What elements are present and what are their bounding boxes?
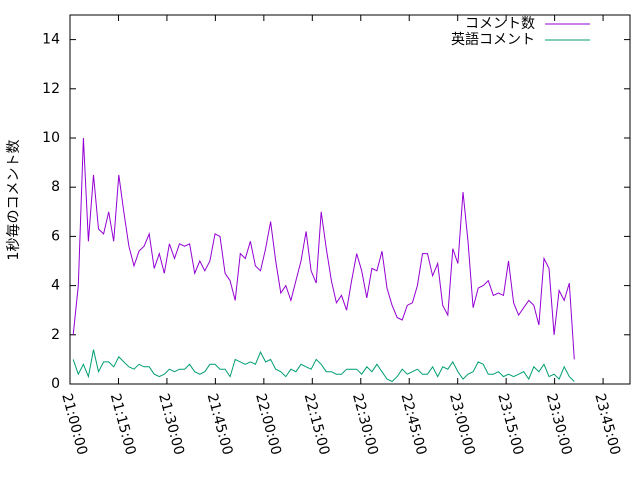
y-tick-label: 8 (51, 179, 60, 195)
y-tick-label: 12 (42, 81, 60, 97)
x-tick-label: 23:30:00 (543, 392, 575, 457)
x-tick-label: 22:00:00 (252, 392, 284, 457)
y-tick-label: 0 (51, 376, 60, 392)
x-tick-label: 21:45:00 (204, 392, 236, 457)
y-tick-label: 6 (51, 228, 60, 244)
y-axis-label: 1秒毎のコメント数 (6, 140, 22, 261)
x-tick-label: 23:45:00 (591, 392, 623, 457)
y-tick-label: 14 (42, 32, 60, 48)
x-tick-label: 22:30:00 (349, 392, 381, 457)
legend-label: 英語コメント (451, 31, 535, 48)
plot-frame (69, 14, 631, 385)
y-tick-label: 2 (51, 327, 60, 343)
x-tick-label: 21:00:00 (58, 392, 90, 457)
x-tick-label: 21:30:00 (155, 392, 187, 457)
legend-label: コメント数 (465, 16, 535, 32)
series-line (72, 137, 575, 360)
series-line (72, 349, 575, 383)
x-tick-label: 23:00:00 (446, 392, 478, 457)
x-tick-label: 23:15:00 (494, 392, 526, 457)
x-tick-label: 22:45:00 (398, 392, 430, 457)
y-tick-label: 4 (51, 278, 60, 294)
y-tick-label: 10 (42, 130, 60, 146)
x-tick-label: 22:15:00 (301, 392, 333, 457)
x-tick-label: 21:15:00 (107, 392, 139, 457)
